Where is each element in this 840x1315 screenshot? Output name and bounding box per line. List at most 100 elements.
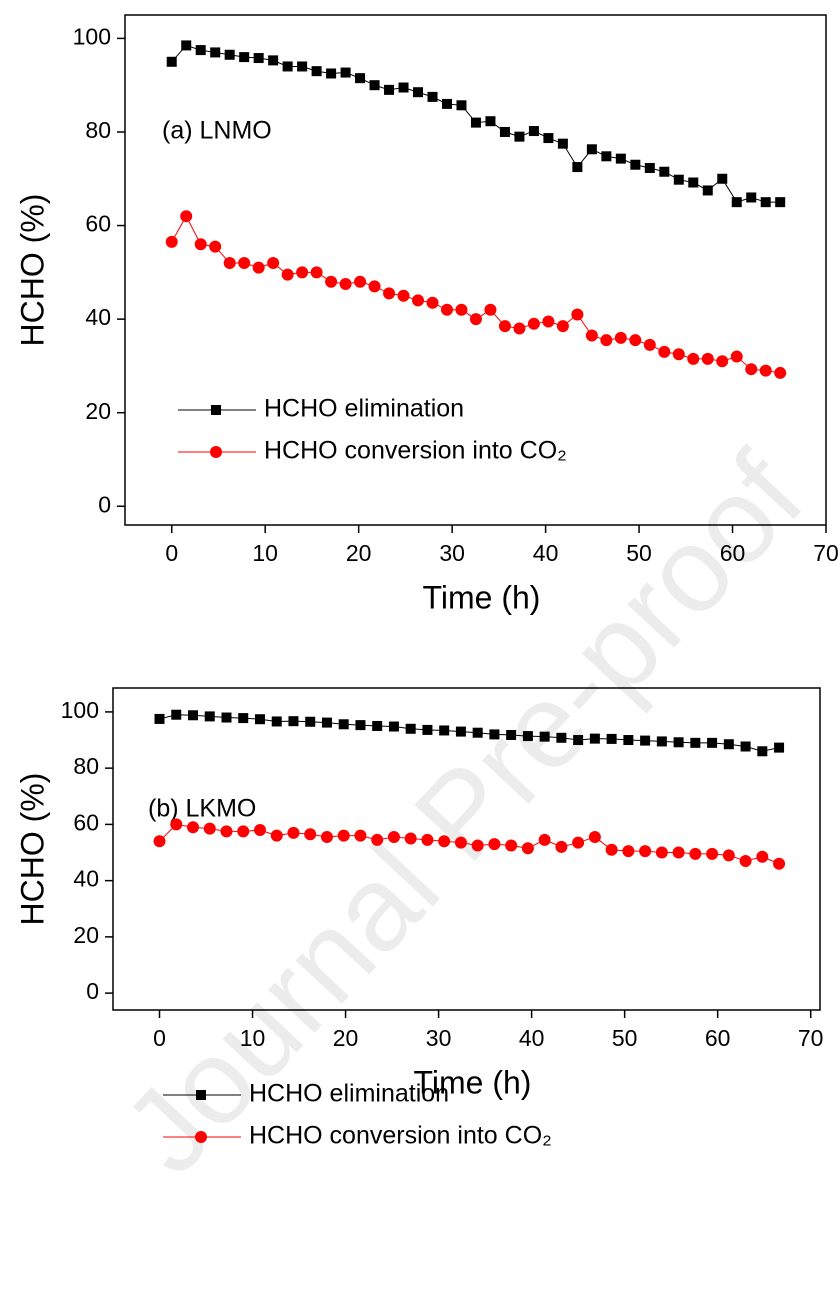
marker xyxy=(775,197,786,208)
marker xyxy=(740,741,751,752)
marker xyxy=(326,68,337,79)
marker xyxy=(340,67,351,78)
marker xyxy=(687,352,700,365)
marker xyxy=(371,833,384,846)
marker xyxy=(471,839,484,852)
marker xyxy=(426,296,439,309)
marker xyxy=(253,53,264,64)
marker xyxy=(369,80,380,91)
marker xyxy=(153,835,166,848)
y-tick-label: 60 xyxy=(85,211,111,237)
series-line xyxy=(171,215,781,374)
marker xyxy=(774,742,785,753)
marker xyxy=(321,717,332,728)
marker xyxy=(282,61,293,72)
marker xyxy=(643,338,656,351)
y-tick-label: 0 xyxy=(86,978,99,1004)
marker xyxy=(368,280,381,293)
marker xyxy=(296,266,309,279)
y-tick-label: 0 xyxy=(98,491,111,517)
marker xyxy=(204,711,215,722)
marker xyxy=(528,126,539,137)
marker xyxy=(730,350,743,363)
marker xyxy=(573,735,584,746)
marker xyxy=(572,162,583,173)
marker xyxy=(656,736,667,747)
marker xyxy=(672,348,685,361)
marker xyxy=(773,857,786,870)
marker xyxy=(181,40,192,51)
marker xyxy=(644,163,655,173)
marker xyxy=(223,256,236,269)
legend-marker xyxy=(195,1131,207,1143)
marker xyxy=(194,238,207,251)
marker xyxy=(539,731,550,742)
marker xyxy=(171,709,182,720)
marker xyxy=(154,713,165,724)
y-axis-title: HCHO (%) xyxy=(14,773,50,926)
x-tick-label: 30 xyxy=(439,540,465,566)
marker xyxy=(239,52,250,63)
marker xyxy=(659,166,670,177)
marker xyxy=(506,729,517,740)
marker xyxy=(601,151,612,162)
legend-label: HCHO conversion into CO₂ xyxy=(264,437,567,465)
marker xyxy=(555,840,568,853)
marker xyxy=(538,833,551,846)
marker xyxy=(731,197,742,208)
marker xyxy=(556,320,569,333)
y-tick-label: 80 xyxy=(73,753,99,779)
marker xyxy=(422,724,433,735)
plot-frame xyxy=(112,687,821,1011)
marker xyxy=(325,275,338,288)
marker xyxy=(237,825,250,838)
marker xyxy=(253,824,266,837)
marker xyxy=(287,826,300,839)
marker xyxy=(673,737,684,748)
marker xyxy=(774,366,787,379)
x-tick-label: 30 xyxy=(426,1025,452,1051)
marker xyxy=(413,87,424,98)
x-axis-title: Time (h) xyxy=(414,1064,532,1100)
y-tick-label: 100 xyxy=(61,697,99,723)
y-tick-label: 40 xyxy=(73,866,99,892)
marker xyxy=(605,843,618,856)
y-axis-title: HCHO (%) xyxy=(14,194,50,347)
y-tick-label: 20 xyxy=(73,922,99,948)
marker xyxy=(702,185,713,196)
marker xyxy=(210,47,221,58)
marker xyxy=(387,831,400,844)
marker xyxy=(521,842,534,855)
marker xyxy=(354,275,367,288)
marker xyxy=(589,733,600,744)
marker xyxy=(739,854,752,867)
marker xyxy=(166,56,177,67)
marker xyxy=(707,737,718,748)
marker xyxy=(527,317,540,330)
marker xyxy=(672,846,685,859)
marker xyxy=(640,735,651,746)
marker xyxy=(489,729,500,740)
x-tick-label: 20 xyxy=(333,1025,359,1051)
marker xyxy=(722,849,735,862)
x-tick-label: 70 xyxy=(798,1025,824,1051)
x-tick-label: 40 xyxy=(533,540,559,566)
marker xyxy=(745,363,758,376)
marker xyxy=(623,735,634,746)
y-tick-label: 60 xyxy=(73,809,99,835)
marker xyxy=(270,829,283,842)
marker xyxy=(615,153,626,164)
marker xyxy=(706,847,719,860)
marker xyxy=(717,173,728,184)
legend-label: HCHO elimination xyxy=(249,1080,449,1108)
legend-label: HCHO conversion into CO₂ xyxy=(249,1122,552,1150)
x-tick-label: 60 xyxy=(705,1025,731,1051)
marker xyxy=(757,746,768,757)
marker xyxy=(441,98,452,109)
marker xyxy=(384,84,395,95)
y-tick-label: 20 xyxy=(85,398,111,424)
marker xyxy=(238,713,249,724)
marker xyxy=(586,144,597,155)
